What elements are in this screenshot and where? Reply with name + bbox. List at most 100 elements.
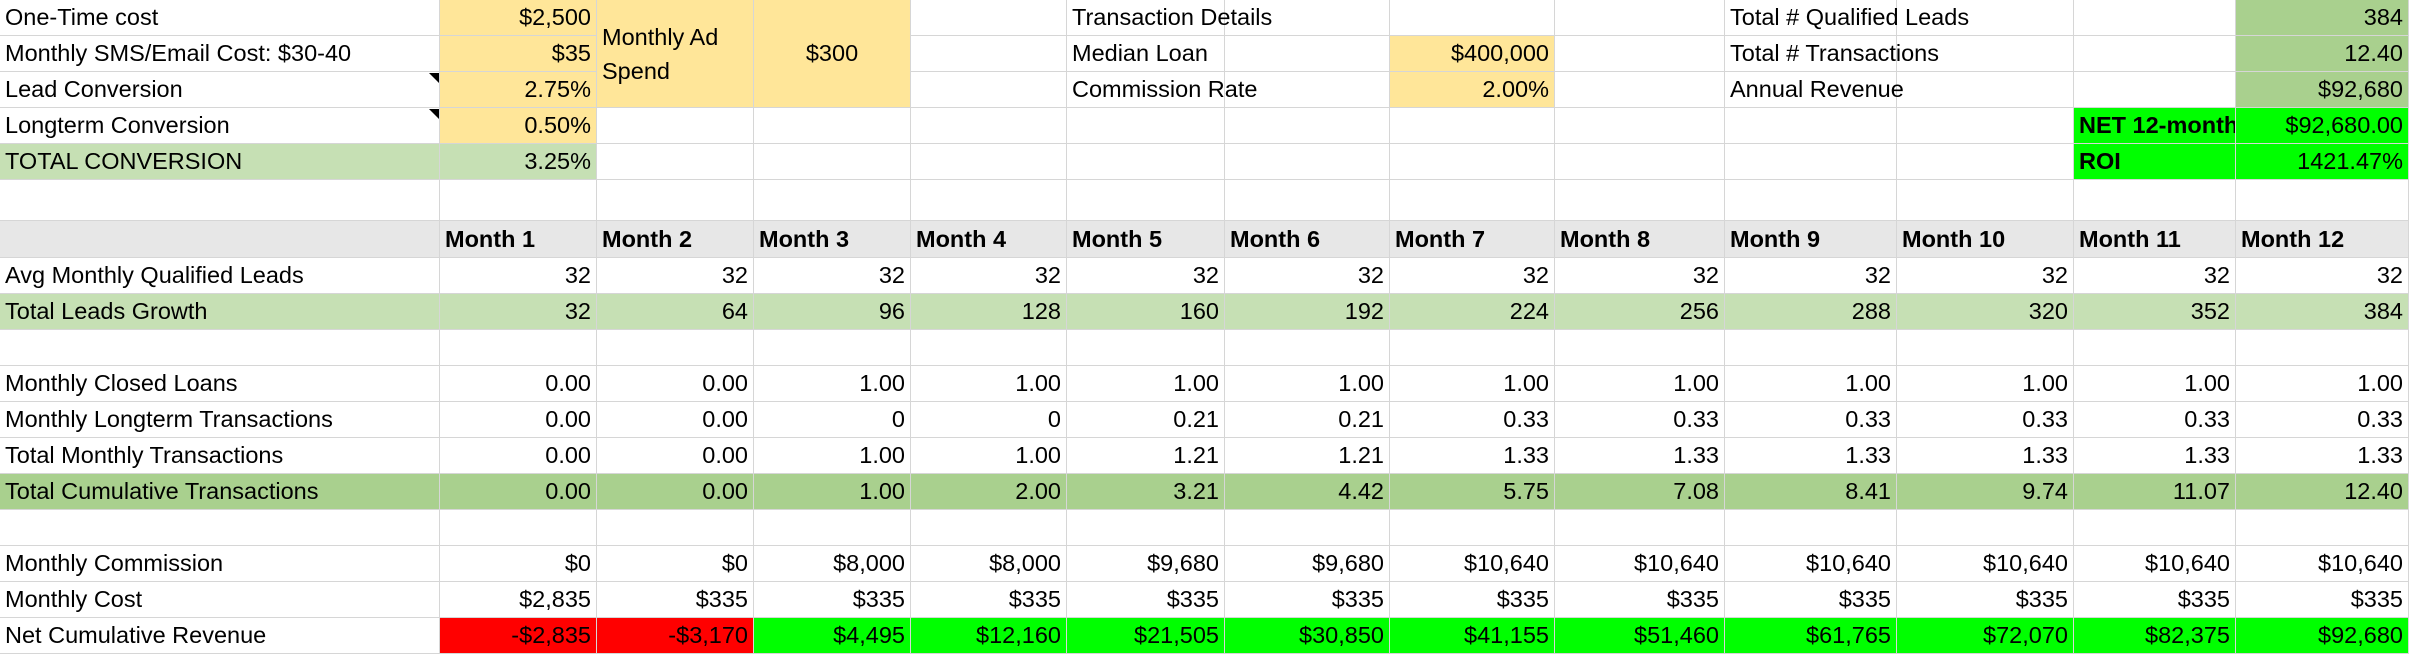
row-value-net-cumulative-revenue[interactable]: -$3,170 — [597, 618, 754, 654]
empty-cell[interactable] — [1897, 108, 2074, 144]
empty-cell[interactable] — [754, 180, 911, 221]
empty-cell[interactable] — [1225, 180, 1390, 221]
row-value-monthly-cost[interactable]: $335 — [911, 582, 1067, 618]
row-value-total-monthly-transactions[interactable]: 1.33 — [1725, 438, 1897, 474]
row-value-monthly-closed-loans[interactable]: 1.00 — [1555, 366, 1725, 402]
empty-cell[interactable] — [1897, 330, 2074, 366]
row-value-total-leads-growth[interactable]: 384 — [2236, 294, 2409, 330]
empty-cell[interactable] — [911, 36, 1067, 72]
empty-cell[interactable] — [597, 144, 754, 180]
row-value-monthly-longterm-transactions[interactable]: 0.33 — [1725, 402, 1897, 438]
row-value-monthly-commission[interactable]: $10,640 — [2074, 546, 2236, 582]
row-value-total-monthly-transactions[interactable]: 1.21 — [1225, 438, 1390, 474]
empty-cell[interactable] — [1067, 510, 1225, 546]
row-value-monthly-commission[interactable]: $9,680 — [1067, 546, 1225, 582]
row-value-total-cumulative-transactions[interactable]: 0.00 — [440, 474, 597, 510]
row-value-net-cumulative-revenue[interactable]: $41,155 — [1390, 618, 1555, 654]
empty-cell[interactable] — [1555, 72, 1725, 108]
empty-cell[interactable] — [2074, 330, 2236, 366]
row-value-avg-monthly-leads[interactable]: 32 — [597, 258, 754, 294]
row-label-total-monthly-transactions[interactable]: Total Monthly Transactions — [0, 438, 440, 474]
empty-cell[interactable] — [1390, 180, 1555, 221]
row-value-total-monthly-transactions[interactable]: 1.00 — [754, 438, 911, 474]
net-return-label[interactable]: NET 12-month Return — [2074, 108, 2236, 144]
row-value-total-leads-growth[interactable]: 32 — [440, 294, 597, 330]
row-value-monthly-longterm-transactions[interactable]: 0 — [911, 402, 1067, 438]
row-value-monthly-longterm-transactions[interactable]: 0.33 — [1897, 402, 2074, 438]
empty-cell[interactable] — [597, 510, 754, 546]
row-value-monthly-commission[interactable]: $9,680 — [1225, 546, 1390, 582]
transaction-details-label[interactable]: Transaction Details — [1067, 0, 1390, 36]
empty-cell[interactable] — [440, 330, 597, 366]
empty-cell[interactable] — [1555, 0, 1725, 36]
empty-cell[interactable] — [1725, 330, 1897, 366]
row-value-total-leads-growth[interactable]: 288 — [1725, 294, 1897, 330]
month-header-blank[interactable] — [0, 221, 440, 258]
lead-conversion-value[interactable]: 2.75% — [440, 72, 597, 108]
month-header[interactable]: Month 11 — [2074, 221, 2236, 258]
total-conversion-label[interactable]: TOTAL CONVERSION — [0, 144, 440, 180]
empty-cell[interactable] — [1555, 36, 1725, 72]
annual-revenue-value[interactable]: $92,680 — [2236, 72, 2409, 108]
row-value-monthly-closed-loans[interactable]: 1.00 — [1897, 366, 2074, 402]
row-value-avg-monthly-leads[interactable]: 32 — [911, 258, 1067, 294]
empty-cell[interactable] — [1897, 180, 2074, 221]
empty-cell[interactable] — [1390, 330, 1555, 366]
row-value-monthly-closed-loans[interactable]: 1.00 — [911, 366, 1067, 402]
row-value-total-leads-growth[interactable]: 64 — [597, 294, 754, 330]
total-transactions-value[interactable]: 12.40 — [2236, 36, 2409, 72]
row-value-avg-monthly-leads[interactable]: 32 — [1897, 258, 2074, 294]
row-value-monthly-cost[interactable]: $335 — [754, 582, 911, 618]
row-label-monthly-closed-loans[interactable]: Monthly Closed Loans — [0, 366, 440, 402]
empty-cell[interactable] — [911, 0, 1067, 36]
row-value-monthly-longterm-transactions[interactable]: 0.21 — [1067, 402, 1225, 438]
row-label-total-leads-growth[interactable]: Total Leads Growth — [0, 294, 440, 330]
empty-cell[interactable] — [911, 330, 1067, 366]
empty-cell[interactable] — [1390, 108, 1555, 144]
row-value-monthly-commission[interactable]: $8,000 — [911, 546, 1067, 582]
row-value-net-cumulative-revenue[interactable]: $12,160 — [911, 618, 1067, 654]
row-value-total-cumulative-transactions[interactable]: 4.42 — [1225, 474, 1390, 510]
row-value-total-monthly-transactions[interactable]: 1.33 — [2236, 438, 2409, 474]
row-value-net-cumulative-revenue[interactable]: $82,375 — [2074, 618, 2236, 654]
row-value-net-cumulative-revenue[interactable]: $30,850 — [1225, 618, 1390, 654]
empty-cell[interactable] — [1390, 0, 1555, 36]
row-value-total-cumulative-transactions[interactable]: 12.40 — [2236, 474, 2409, 510]
row-value-monthly-closed-loans[interactable]: 1.00 — [1725, 366, 1897, 402]
empty-cell[interactable] — [2236, 330, 2409, 366]
net-return-value[interactable]: $92,680.00 — [2236, 108, 2409, 144]
row-value-monthly-commission[interactable]: $10,640 — [1390, 546, 1555, 582]
empty-cell[interactable] — [911, 180, 1067, 221]
row-value-total-cumulative-transactions[interactable]: 3.21 — [1067, 474, 1225, 510]
month-header[interactable]: Month 2 — [597, 221, 754, 258]
commission-rate-label[interactable]: Commission Rate — [1067, 72, 1390, 108]
monthly-ad-spend-value[interactable]: $300 — [754, 0, 911, 108]
row-label-total-cumulative-transactions[interactable]: Total Cumulative Transactions — [0, 474, 440, 510]
empty-cell[interactable] — [1725, 108, 1897, 144]
row-value-total-cumulative-transactions[interactable]: 2.00 — [911, 474, 1067, 510]
empty-cell[interactable] — [1067, 144, 1225, 180]
row-value-total-leads-growth[interactable]: 224 — [1390, 294, 1555, 330]
empty-cell[interactable] — [2236, 510, 2409, 546]
row-value-total-cumulative-transactions[interactable]: 8.41 — [1725, 474, 1897, 510]
row-value-monthly-closed-loans[interactable]: 1.00 — [2236, 366, 2409, 402]
row-value-avg-monthly-leads[interactable]: 32 — [2074, 258, 2236, 294]
empty-cell[interactable] — [1225, 144, 1390, 180]
comment-indicator-icon[interactable] — [429, 73, 439, 83]
longterm-conversion-value[interactable]: 0.50% — [440, 108, 597, 144]
row-value-monthly-longterm-transactions[interactable]: 0 — [754, 402, 911, 438]
empty-cell[interactable] — [1067, 108, 1225, 144]
row-value-avg-monthly-leads[interactable]: 32 — [1067, 258, 1225, 294]
empty-cell[interactable] — [2074, 0, 2236, 36]
empty-cell[interactable] — [911, 108, 1067, 144]
row-value-avg-monthly-leads[interactable]: 32 — [2236, 258, 2409, 294]
empty-cell[interactable] — [1390, 510, 1555, 546]
lead-conversion-label[interactable]: Lead Conversion — [0, 72, 440, 108]
row-value-total-cumulative-transactions[interactable]: 9.74 — [1897, 474, 2074, 510]
row-value-net-cumulative-revenue[interactable]: $61,765 — [1725, 618, 1897, 654]
empty-cell[interactable] — [2074, 36, 2236, 72]
row-value-total-monthly-transactions[interactable]: 1.00 — [911, 438, 1067, 474]
row-value-monthly-closed-loans[interactable]: 0.00 — [597, 366, 754, 402]
empty-cell[interactable] — [911, 510, 1067, 546]
longterm-conversion-label[interactable]: Longterm Conversion — [0, 108, 440, 144]
